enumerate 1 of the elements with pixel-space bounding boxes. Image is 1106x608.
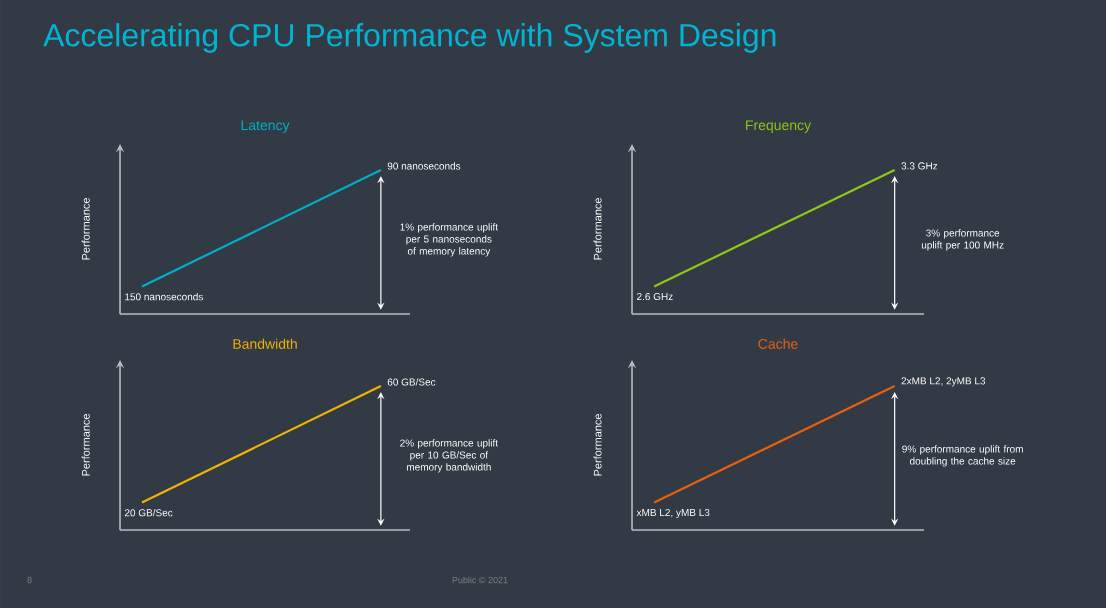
text: Accelerating CPU Performance with System Design (43, 23, 776, 53)
